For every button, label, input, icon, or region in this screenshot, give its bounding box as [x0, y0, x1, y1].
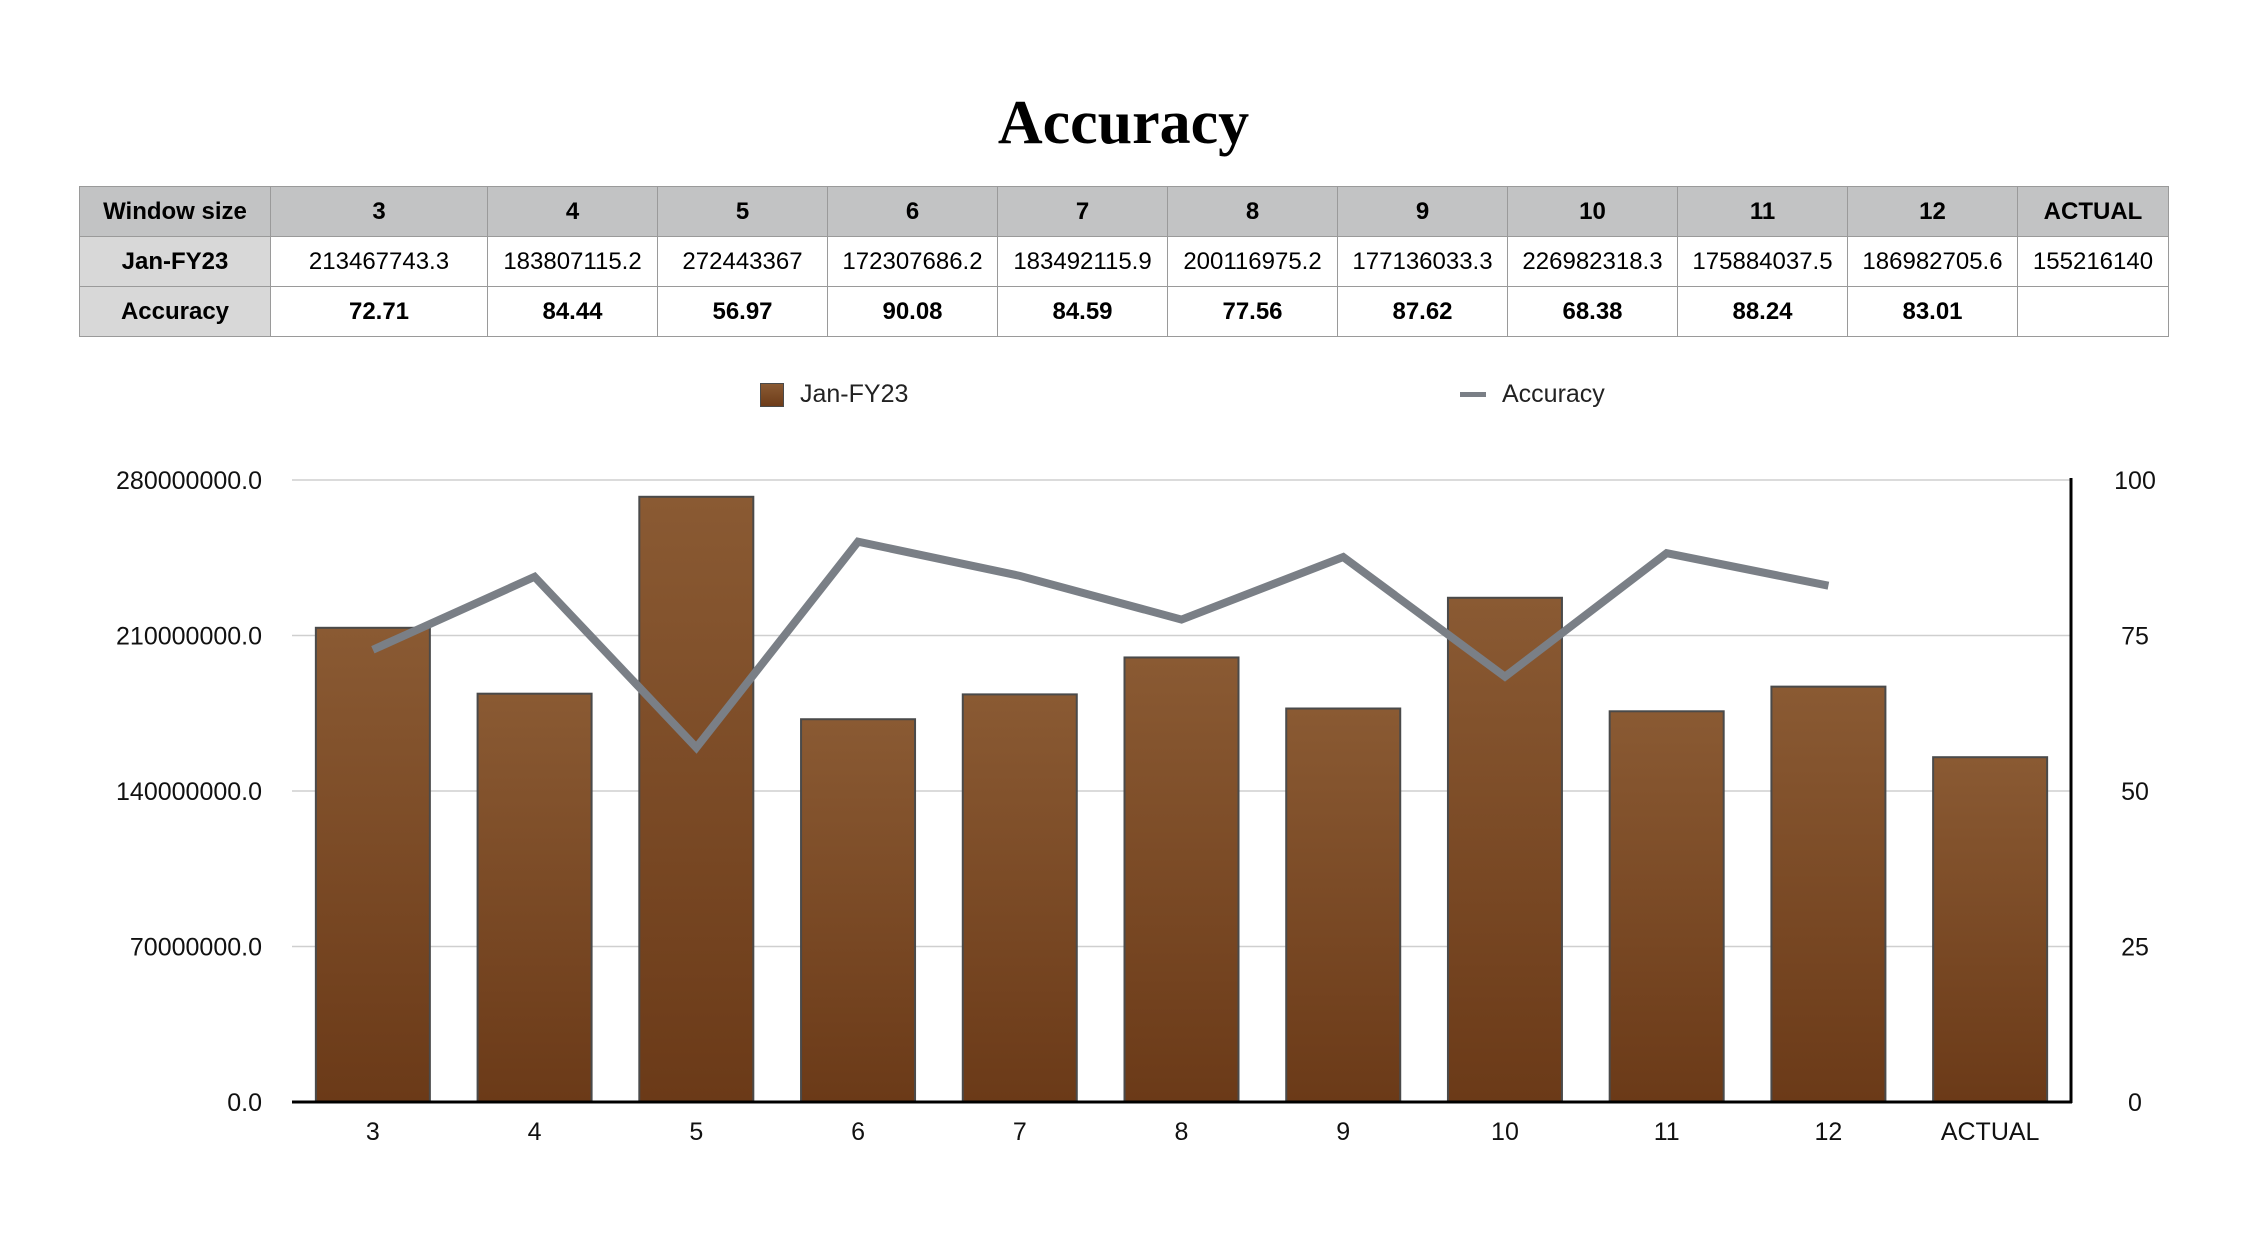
y-left-tick-label: 70000000.0: [130, 934, 262, 962]
row-header-header: Window size: [79, 186, 271, 237]
bar-ACTUAL: [1932, 756, 2049, 1103]
y-left-tick-label: 0.0: [227, 1089, 262, 1117]
bar-6: [800, 718, 917, 1103]
x-tick-label: 6: [851, 1118, 865, 1146]
cell-accuracy-11: 88.24: [1677, 286, 1848, 337]
cell-header-4: 4: [487, 186, 658, 237]
cell-jan-fy23-7: 183492115.9: [997, 236, 1168, 287]
y-right-tick-label: 50: [2121, 778, 2149, 806]
chart-title: Accuracy: [997, 89, 1250, 157]
table-row-jan-fy23: Jan-FY23 213467743.3 183807115.2 272443367 1…: [79, 236, 2169, 287]
y-right-tick-label: 100: [2114, 467, 2156, 495]
x-tick-label: 9: [1336, 1118, 1350, 1146]
y-right-tick-label: 25: [2121, 934, 2149, 962]
bar-10: [1446, 596, 1563, 1103]
cell-jan-fy23-8: 200116975.2: [1167, 236, 1338, 287]
legend-item-bar: Jan-FY23: [760, 380, 908, 409]
bar-8: [1123, 656, 1240, 1103]
legend-item-line: Accuracy: [1460, 380, 1605, 409]
row-header-accuracy: Accuracy: [79, 286, 271, 337]
chart-legend: Jan-FY23 Accuracy: [0, 380, 2266, 420]
cell-accuracy-7: 84.59: [997, 286, 1168, 337]
x-tick-label: 5: [689, 1118, 703, 1146]
cell-jan-fy23-6: 172307686.2: [827, 236, 998, 287]
bar-4: [476, 692, 593, 1103]
cell-header-11: 11: [1677, 186, 1848, 237]
cell-header-7: 7: [997, 186, 1168, 237]
cell-jan-fy23-12: 186982705.6: [1847, 236, 2018, 287]
cell-header-8: 8: [1167, 186, 1338, 237]
cell-header-ACTUAL: ACTUAL: [2017, 186, 2169, 237]
cell-accuracy-9: 87.62: [1337, 286, 1508, 337]
legend-bar-label: Jan-FY23: [800, 380, 909, 408]
cell-accuracy-5: 56.97: [657, 286, 828, 337]
cell-header-10: 10: [1507, 186, 1678, 237]
cell-jan-fy23-9: 177136033.3: [1337, 236, 1508, 287]
cell-jan-fy23-10: 226982318.3: [1507, 236, 1678, 287]
bar-9: [1285, 707, 1402, 1103]
row-header-jan-fy23: Jan-FY23: [79, 236, 271, 287]
cell-jan-fy23-ACTUAL: 155216140: [2017, 236, 2169, 287]
x-tick-label: 7: [1013, 1118, 1027, 1146]
bar-11: [1608, 710, 1725, 1104]
y-right-tick-label: 75: [2121, 623, 2149, 651]
cell-header-9: 9: [1337, 186, 1508, 237]
cell-jan-fy23-3: 213467743.3: [270, 236, 488, 287]
bar-3: [314, 626, 431, 1103]
y-left-tick-label: 280000000.0: [116, 467, 262, 495]
cell-header-5: 5: [657, 186, 828, 237]
line-swatch-icon: [1460, 392, 1486, 397]
y-right-tick-label: 0: [2128, 1089, 2142, 1117]
legend-line-label: Accuracy: [1502, 380, 1605, 408]
table-row-accuracy: Accuracy 72.71 84.44 56.97 90.08 84.59 77.56 87…: [79, 286, 2169, 337]
cell-header-12: 12: [1847, 186, 2018, 237]
x-tick-label: 8: [1175, 1118, 1189, 1146]
bar-12: [1770, 685, 1887, 1103]
bar-swatch-icon: [760, 382, 784, 407]
x-tick-label: 10: [1491, 1118, 1519, 1146]
cell-jan-fy23-4: 183807115.2: [487, 236, 658, 287]
cell-accuracy-4: 84.44: [487, 286, 658, 337]
cell-header-6: 6: [827, 186, 998, 237]
x-tick-label: ACTUAL: [1941, 1118, 2040, 1146]
data-table: Window size 3 4 5 6 7 8 9 10 11 12 ACTUAL Jan-FY23 21…: [79, 186, 2169, 337]
bar-5: [638, 495, 755, 1104]
x-tick-label: 3: [366, 1118, 380, 1146]
cell-header-3: 3: [270, 186, 488, 237]
cell-accuracy-3: 72.71: [270, 286, 488, 337]
y-left-tick-label: 210000000.0: [116, 623, 262, 651]
table-row-header: Window size 3 4 5 6 7 8 9 10 11 12 ACTUAL: [79, 186, 2169, 237]
cell-accuracy-12: 83.01: [1847, 286, 2018, 337]
cell-accuracy-ACTUAL: [2017, 286, 2169, 337]
cell-accuracy-10: 68.38: [1507, 286, 1678, 337]
x-tick-label: 11: [1654, 1118, 1680, 1146]
x-tick-label: 4: [528, 1118, 542, 1146]
bar-7: [961, 693, 1078, 1103]
cell-accuracy-6: 90.08: [827, 286, 998, 337]
x-tick-label: 12: [1815, 1118, 1843, 1146]
y-left-tick-label: 140000000.0: [116, 778, 262, 806]
accuracy-line: [371, 537, 1830, 754]
